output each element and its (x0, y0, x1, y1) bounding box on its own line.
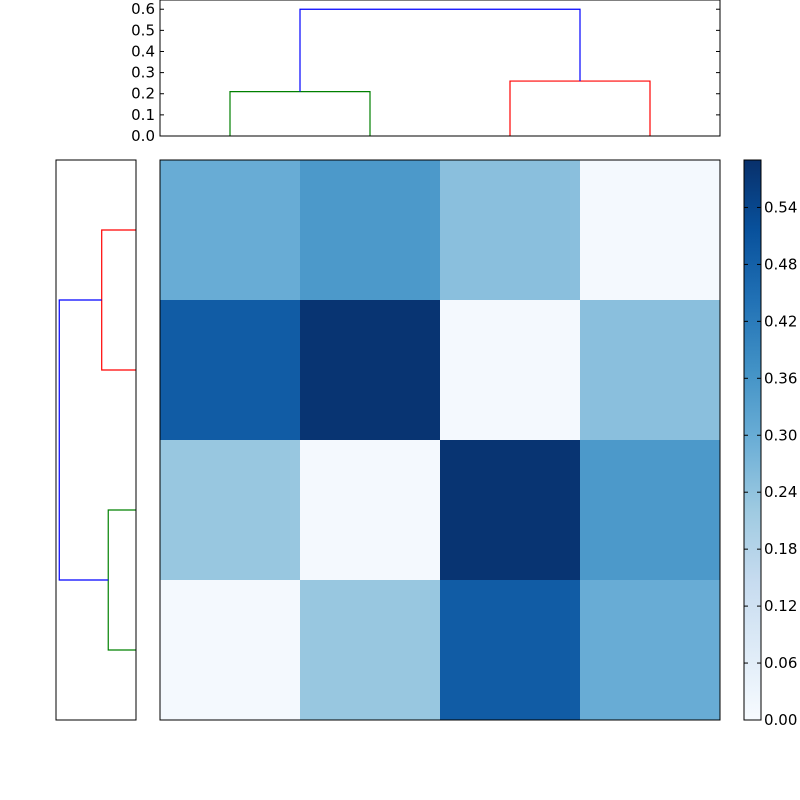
heatmap-cell-r0-c0 (160, 160, 301, 301)
left-dendrogram-link-2 (58, 299, 109, 581)
top-dendrogram-tick-label: 0.1 (131, 106, 155, 124)
colorbar-tick-label: 0.00 (764, 711, 797, 729)
heatmap-cell-r3-c3 (580, 580, 721, 721)
top-dendrogram-tick-label: 0.0 (131, 127, 155, 145)
top-dendrogram-link-1 (509, 80, 651, 136)
heatmap-cell-r2-c3 (580, 440, 721, 581)
colorbar-tick-label: 0.54 (764, 198, 797, 216)
colorbar-tick-label: 0.36 (764, 369, 797, 387)
top-dendrogram-tick-label: 0.4 (131, 42, 155, 60)
colorbar: 0.00 0.06 0.12 0.18 0.24 0.30 0.36 0.42 0.48 0.54 (743, 159, 797, 729)
top-dendrogram-link-0 (229, 91, 371, 136)
colorbar-frame (743, 159, 762, 721)
colorbar-tick-label: 0.12 (764, 597, 797, 615)
colorbar-gradient (744, 160, 761, 720)
heatmap-cell-r1-c1 (300, 300, 441, 441)
heatmap-cell-r3-c0 (160, 580, 301, 721)
heatmap-cell-r1-c3 (580, 300, 721, 441)
colorbar-tick-label: 0.18 (764, 540, 797, 558)
colorbar-tick-label: 0.24 (764, 483, 797, 501)
heatmap-cell-r2-c2 (440, 440, 581, 581)
top-dendrogram: 0.0 0.1 0.2 0.3 0.4 0.5 0.6 (131, 0, 721, 145)
heatmap-cell-r0-c2 (440, 160, 581, 301)
top-dendrogram-tick-label: 0.3 (131, 64, 155, 82)
heatmap-cell-r0-c3 (580, 160, 721, 301)
heatmap-cell-r1-c2 (440, 300, 581, 441)
top-dendrogram-tick-label: 0.5 (131, 21, 155, 39)
heatmap-cell-r0-c1 (300, 160, 441, 301)
left-dendrogram-link-1 (107, 509, 136, 651)
left-dendrogram (55, 159, 137, 721)
heatmap-cell-r3-c1 (300, 580, 441, 721)
left-dendrogram-link-0 (101, 229, 136, 371)
colorbar-tick-label: 0.48 (764, 255, 797, 273)
top-dendrogram-link-2 (299, 8, 581, 92)
top-dendrogram-tick-label: 0.6 (131, 0, 155, 18)
colorbar-tick-label: 0.06 (764, 654, 797, 672)
top-dendrogram-frame (159, 0, 721, 137)
heatmap-cell-r3-c2 (440, 580, 581, 721)
heatmap-cell-r2-c1 (300, 440, 441, 581)
heatmap-frame (159, 159, 721, 721)
left-dendrogram-frame (55, 159, 137, 721)
heatmap (159, 159, 721, 721)
heatmap-cell-r2-c0 (160, 440, 301, 581)
colorbar-tick-label: 0.42 (764, 312, 797, 330)
colorbar-tick-label: 0.30 (764, 426, 797, 444)
top-dendrogram-tick-label: 0.2 (131, 85, 155, 103)
heatmap-cell-r1-c0 (160, 300, 301, 441)
